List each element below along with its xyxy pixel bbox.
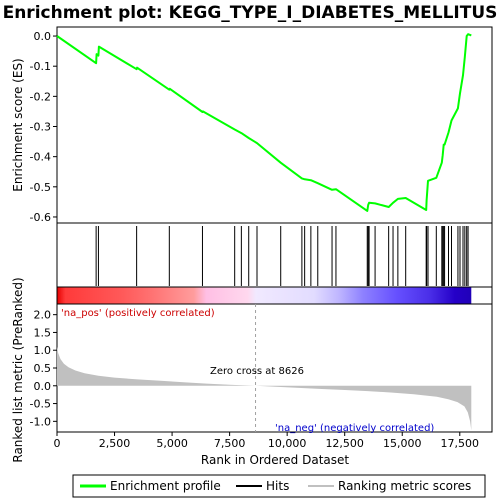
ranked-metric-panel: 2.0 1.5 1.0 0.5 0.0 -0.5 -1.0 0 2,500 5,000 7,500… bbox=[11, 277, 493, 467]
rank-gradient-bar bbox=[57, 287, 472, 304]
metric-plot-frame bbox=[56, 303, 493, 433]
chart-title: Enrichment plot: KEGG_TYPE_I_DIABETES_ME… bbox=[3, 3, 498, 23]
es-y-tick-label: -0.4 bbox=[30, 151, 51, 164]
es-y-tick-label: -0.2 bbox=[30, 90, 51, 103]
legend: Enrichment profile Hits Ranking metric s… bbox=[72, 474, 486, 498]
metric-y-tick-label: 0.0 bbox=[34, 380, 52, 393]
metric-y-axis-ticks: 2.0 1.5 1.0 0.5 0.0 -0.5 -1.0 bbox=[30, 309, 57, 428]
metric-x-tick-label: 12,500 bbox=[325, 437, 364, 450]
es-y-tick-label: 0.0 bbox=[34, 30, 52, 43]
metric-x-tick-label: 2,500 bbox=[99, 437, 131, 450]
enrichment-plot-frame bbox=[56, 26, 493, 224]
metric-y-tick-label: -1.0 bbox=[30, 415, 51, 428]
metric-x-axis-ticks: 0 2,500 5,000 7,500 10,000 12,500 15,000 17,500 bbox=[54, 432, 480, 450]
metric-y-tick-label: 1.0 bbox=[34, 344, 52, 357]
hits-panel bbox=[56, 222, 493, 288]
metric-x-axis-label: Rank in Ordered Dataset bbox=[201, 453, 349, 467]
es-y-axis-label: Enrichment score (ES) bbox=[11, 58, 25, 191]
metric-x-tick-label: 15,000 bbox=[383, 437, 422, 450]
metric-y-tick-label: -0.5 bbox=[30, 398, 51, 411]
metric-y-tick-label: 1.5 bbox=[34, 326, 52, 339]
positive-correlation-label: 'na_pos' (positively correlated) bbox=[61, 308, 215, 319]
es-y-tick-label: -0.5 bbox=[30, 181, 51, 194]
zero-cross-label: Zero cross at 8626 bbox=[210, 366, 304, 377]
legend-label-hits: Hits bbox=[266, 479, 289, 493]
enrichment-profile-line bbox=[56, 33, 472, 212]
negative-correlation-label: 'na_neg' (negatively correlated) bbox=[275, 423, 434, 434]
metric-y-axis-label: Ranked list metric (PreRanked) bbox=[11, 277, 25, 462]
ranking-metric-area bbox=[57, 346, 472, 431]
metric-y-tick-label: 0.5 bbox=[34, 362, 52, 375]
metric-x-tick-label: 10,000 bbox=[268, 437, 307, 450]
es-y-axis-ticks: 0.0 -0.1 -0.2 -0.3 -0.4 -0.5 -0.6 bbox=[30, 30, 57, 224]
legend-label-enrichment: Enrichment profile bbox=[110, 479, 221, 493]
es-y-tick-label: -0.1 bbox=[30, 60, 51, 73]
metric-y-tick-label: 2.0 bbox=[34, 309, 52, 322]
rank-color-band bbox=[56, 286, 493, 305]
es-y-tick-label: -0.6 bbox=[30, 211, 51, 224]
hits-frame bbox=[56, 222, 493, 288]
hit-markers bbox=[95, 226, 469, 286]
enrichment-panel: 0.0 -0.1 -0.2 -0.3 -0.4 -0.5 -0.6 Enrichment s… bbox=[11, 26, 493, 224]
es-y-tick-label: -0.3 bbox=[30, 121, 51, 134]
metric-x-tick-label: 17,500 bbox=[441, 437, 480, 450]
legend-label-ranking-metric: Ranking metric scores bbox=[338, 479, 471, 493]
legend-box bbox=[72, 474, 486, 498]
metric-x-tick-label: 5,000 bbox=[156, 437, 188, 450]
metric-x-tick-label: 0 bbox=[54, 437, 61, 450]
metric-x-tick-label: 7,500 bbox=[214, 437, 246, 450]
